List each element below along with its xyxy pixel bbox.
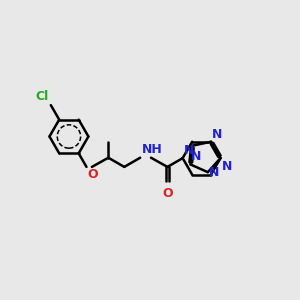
Text: Cl: Cl [35, 90, 48, 103]
Text: O: O [88, 168, 98, 181]
Text: O: O [162, 187, 173, 200]
Text: NH: NH [142, 143, 162, 156]
Text: N: N [209, 166, 220, 179]
Text: N: N [222, 160, 232, 173]
Text: N: N [184, 144, 194, 157]
Text: N: N [191, 150, 202, 163]
Text: N: N [212, 128, 223, 141]
